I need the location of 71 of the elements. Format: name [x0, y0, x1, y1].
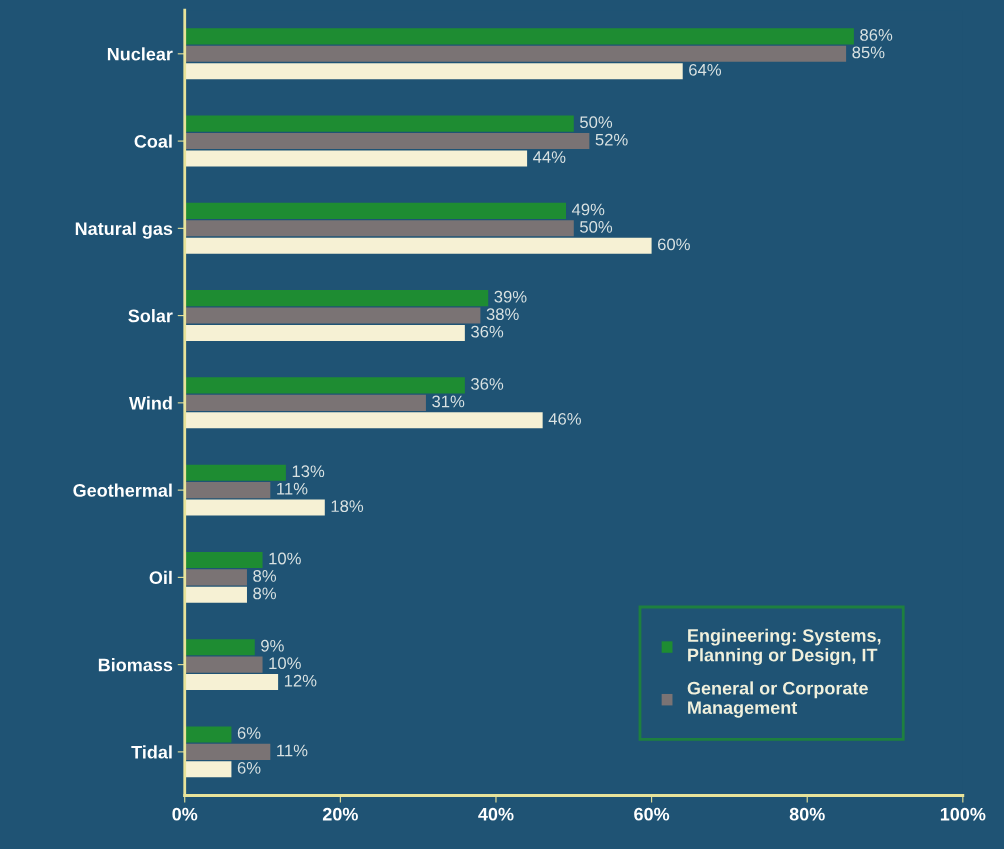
bar — [184, 63, 683, 80]
bar — [184, 28, 854, 45]
bar — [184, 482, 271, 499]
y-tick-label: Coal — [134, 134, 172, 148]
data-label: 9% — [261, 639, 284, 652]
data-label: 6% — [237, 762, 261, 774]
data-label: 12% — [284, 674, 317, 687]
data-label: 46% — [548, 412, 581, 425]
y-tick-label: Biomass — [98, 658, 173, 672]
bar — [184, 761, 232, 778]
y-tick-label: Oil — [149, 570, 172, 585]
data-label: 39% — [494, 290, 527, 303]
bar — [184, 551, 263, 568]
bar — [184, 237, 652, 254]
x-tick-label: 20% — [322, 807, 358, 821]
bar — [184, 377, 465, 394]
data-label: 86% — [860, 29, 893, 41]
data-label: 8% — [253, 587, 277, 600]
data-label: 38% — [486, 308, 519, 321]
y-tick-label: Geothermal — [73, 483, 172, 497]
x-tick-label: 0% — [172, 807, 198, 821]
data-label: 13% — [292, 465, 325, 478]
bar — [184, 464, 286, 481]
bar — [184, 674, 279, 691]
data-label: 44% — [533, 151, 566, 163]
y-tick-label: Wind — [128, 396, 172, 410]
bar — [184, 150, 528, 167]
bar — [184, 133, 590, 150]
bar — [184, 394, 426, 411]
bar — [184, 290, 489, 307]
x-tick-label: 100% — [940, 807, 986, 821]
bar — [184, 45, 847, 62]
data-label: 49% — [571, 203, 605, 216]
data-label: 50% — [580, 116, 613, 129]
bar — [184, 499, 325, 516]
y-tick-label: Solar — [128, 309, 173, 323]
data-label: 64% — [689, 63, 722, 76]
data-label: 8% — [253, 570, 277, 582]
data-label: 18% — [331, 500, 364, 513]
legend-label: General or Corporate Management — [687, 681, 868, 718]
bar — [184, 743, 271, 760]
data-label: 36% — [471, 378, 504, 390]
bar — [184, 307, 481, 324]
x-tick-label: 80% — [789, 807, 825, 821]
bar — [184, 726, 232, 743]
data-label: 36% — [471, 325, 504, 338]
data-label: 11% — [277, 744, 308, 757]
y-tick-label: Natural gas — [75, 221, 173, 239]
x-tick-label: 60% — [634, 807, 670, 821]
bar — [184, 586, 247, 603]
data-label: 11% — [277, 482, 308, 495]
data-label: 31% — [432, 395, 465, 408]
data-label: 60% — [658, 238, 690, 251]
data-label: 10% — [269, 552, 301, 565]
data-label: 6% — [237, 727, 261, 739]
bar — [184, 569, 247, 586]
data-label: 52% — [595, 133, 628, 146]
data-label: 10% — [269, 657, 301, 670]
y-tick-label: Tidal — [131, 745, 172, 759]
data-label: 85% — [852, 46, 885, 59]
bar — [184, 656, 263, 673]
bar — [184, 639, 255, 656]
bar — [184, 220, 574, 237]
y-tick-label: Nuclear — [107, 47, 173, 61]
data-label: 50% — [580, 221, 613, 233]
legend-label: Engineering: Systems, Planning or Design, IT — [688, 628, 881, 666]
bar — [184, 202, 566, 219]
x-tick-label: 40% — [478, 807, 514, 821]
bar — [184, 325, 465, 342]
bar — [184, 115, 574, 132]
bar — [184, 412, 543, 429]
